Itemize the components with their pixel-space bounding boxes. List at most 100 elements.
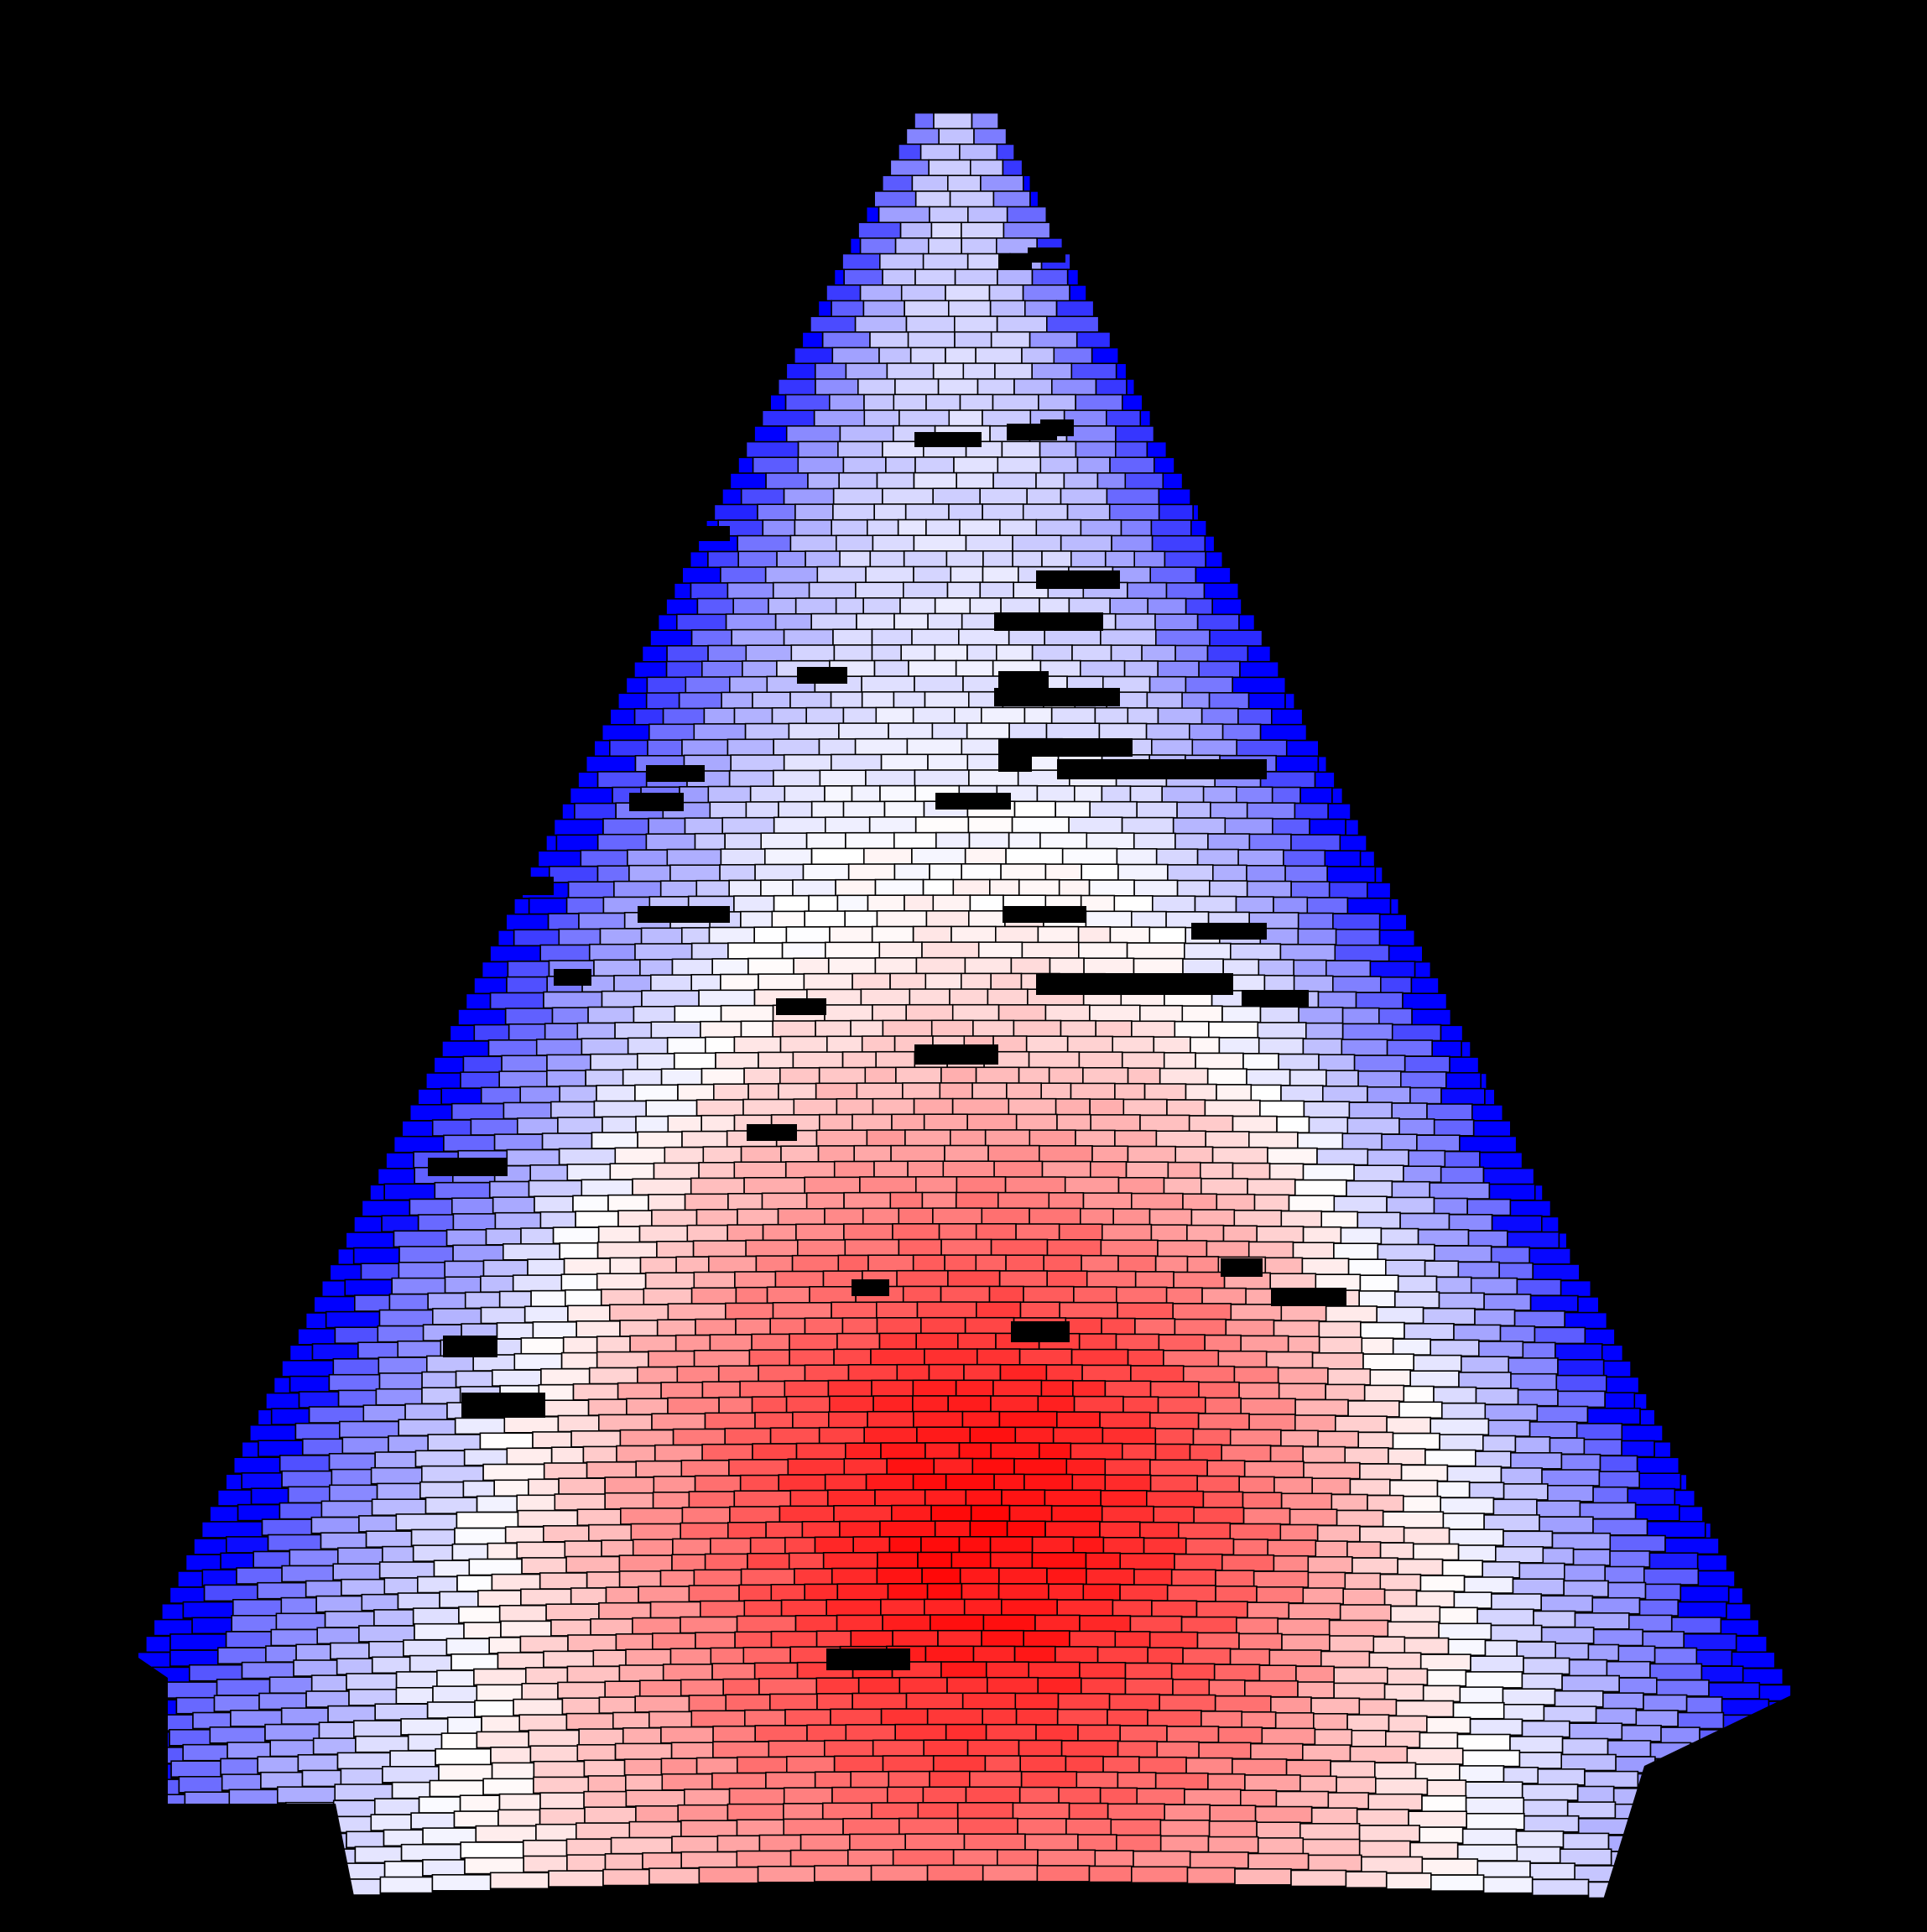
cell bbox=[463, 1622, 502, 1639]
cell bbox=[956, 1176, 1007, 1194]
cell bbox=[336, 1658, 373, 1675]
cell bbox=[507, 961, 550, 978]
cell bbox=[1170, 1663, 1216, 1681]
cell bbox=[930, 221, 962, 240]
cell bbox=[792, 1411, 830, 1429]
cell bbox=[602, 818, 649, 836]
cell bbox=[607, 1194, 649, 1212]
cell bbox=[1149, 1381, 1200, 1398]
cell bbox=[876, 1567, 923, 1585]
cell bbox=[358, 1515, 398, 1533]
cell bbox=[824, 941, 881, 960]
cell bbox=[1176, 801, 1211, 820]
cell bbox=[950, 565, 984, 584]
cell bbox=[985, 1723, 1037, 1742]
cell bbox=[664, 1146, 705, 1164]
cell bbox=[1055, 800, 1091, 819]
cell bbox=[270, 1408, 310, 1425]
cell bbox=[844, 1442, 882, 1460]
cell bbox=[1081, 1254, 1119, 1273]
cell bbox=[260, 1771, 304, 1789]
cell bbox=[551, 1007, 589, 1024]
cell bbox=[1094, 706, 1129, 725]
cell bbox=[875, 706, 914, 725]
cell bbox=[969, 1426, 1017, 1445]
cell bbox=[1104, 1474, 1152, 1492]
cell bbox=[612, 1711, 650, 1730]
cell bbox=[451, 1102, 505, 1121]
cell bbox=[1247, 1852, 1310, 1871]
cell bbox=[451, 1197, 494, 1215]
cell bbox=[370, 1466, 423, 1485]
cell bbox=[700, 1020, 742, 1039]
cell bbox=[1268, 1163, 1305, 1180]
cell bbox=[836, 1614, 883, 1633]
cell bbox=[688, 1585, 740, 1602]
cell bbox=[982, 1708, 1018, 1726]
cell bbox=[947, 1269, 1001, 1288]
cell bbox=[1389, 1479, 1439, 1497]
cell bbox=[1599, 1455, 1638, 1473]
cell bbox=[1357, 1070, 1402, 1088]
cell bbox=[1248, 833, 1292, 851]
cell bbox=[921, 1191, 957, 1210]
cell bbox=[559, 1085, 597, 1103]
cell bbox=[1256, 1586, 1305, 1604]
cell bbox=[982, 565, 1019, 584]
cell bbox=[648, 1711, 693, 1729]
cell bbox=[773, 738, 820, 756]
cell bbox=[1153, 1506, 1195, 1523]
cell bbox=[1273, 1320, 1320, 1338]
cell bbox=[1409, 1841, 1459, 1860]
cell bbox=[777, 1208, 825, 1226]
cell bbox=[1457, 1261, 1500, 1279]
cell bbox=[1116, 1834, 1162, 1852]
cell bbox=[982, 549, 1014, 568]
cell bbox=[743, 1067, 781, 1085]
cell bbox=[336, 1247, 355, 1266]
cell bbox=[1276, 1116, 1310, 1133]
cell bbox=[749, 1537, 786, 1554]
cell bbox=[928, 159, 971, 177]
cell bbox=[1112, 1208, 1151, 1226]
cell bbox=[1127, 1349, 1164, 1367]
cell bbox=[1342, 1588, 1386, 1606]
cell bbox=[755, 1255, 794, 1273]
cell bbox=[1143, 1083, 1187, 1101]
cell bbox=[1112, 1035, 1154, 1054]
cell bbox=[1386, 1196, 1435, 1215]
cell bbox=[1500, 1467, 1543, 1485]
cell bbox=[844, 910, 878, 928]
cell bbox=[1186, 1867, 1236, 1885]
cell bbox=[1209, 880, 1248, 898]
cell bbox=[908, 659, 957, 678]
cell bbox=[784, 785, 825, 803]
cell bbox=[715, 1052, 759, 1070]
cell bbox=[1065, 1317, 1102, 1335]
cell bbox=[605, 1586, 639, 1604]
cell bbox=[1325, 960, 1372, 977]
cell bbox=[1090, 1114, 1141, 1132]
cell bbox=[1023, 1630, 1070, 1648]
cell bbox=[1476, 1608, 1534, 1627]
cell bbox=[1488, 1183, 1536, 1201]
cell bbox=[613, 880, 662, 898]
cell bbox=[898, 1676, 948, 1695]
cell bbox=[724, 832, 763, 851]
cell bbox=[957, 1332, 997, 1351]
cell bbox=[393, 1230, 448, 1248]
cell bbox=[1185, 676, 1234, 694]
cell bbox=[729, 472, 767, 490]
cell bbox=[289, 1344, 314, 1362]
cell bbox=[1344, 1447, 1389, 1465]
cell bbox=[1336, 1509, 1384, 1528]
missing-cell bbox=[554, 969, 591, 986]
cell bbox=[1166, 1726, 1220, 1743]
cell bbox=[1085, 910, 1133, 929]
cell bbox=[1344, 1572, 1382, 1591]
cell bbox=[432, 1685, 478, 1703]
cell bbox=[742, 660, 778, 678]
cell bbox=[1159, 1067, 1209, 1086]
cell bbox=[674, 1005, 722, 1023]
